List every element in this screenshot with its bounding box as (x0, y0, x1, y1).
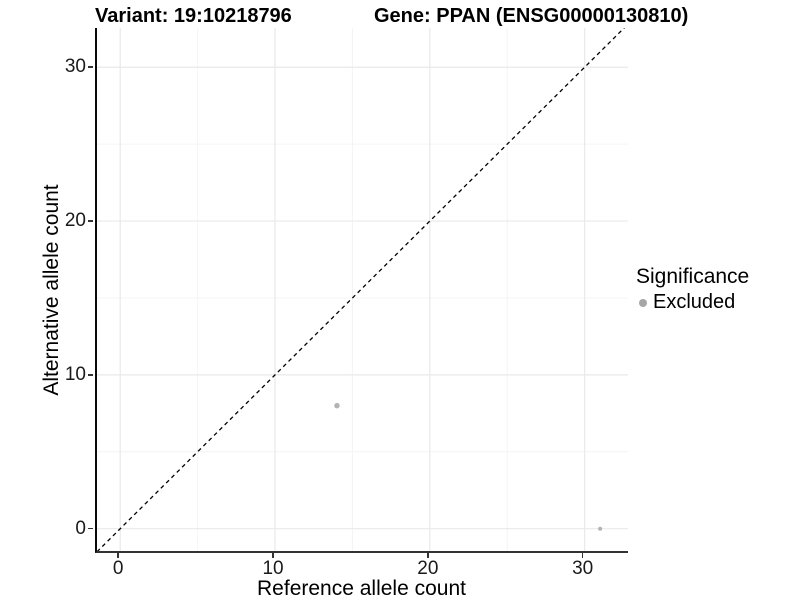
y-tick-label: 0 (75, 517, 86, 539)
data-point (334, 402, 340, 409)
x-tick-label: 0 (112, 558, 124, 579)
x-tick-mark (272, 553, 274, 558)
y-tick-mark (88, 66, 93, 68)
y-tick-label: 30 (64, 56, 86, 78)
x-axis-title: Reference allele count (257, 577, 466, 600)
legend: Significance Excluded (636, 265, 749, 314)
y-tick-mark (88, 220, 93, 222)
plot-title-variant: Variant: 19:10218796 (95, 5, 292, 27)
y-tick-mark (88, 374, 93, 376)
x-tick-label: 10 (262, 558, 284, 579)
y-tick-label: 10 (64, 363, 86, 385)
x-tick-label: 30 (572, 558, 594, 579)
y-tick-mark (88, 527, 93, 530)
plot-panel (95, 28, 628, 553)
x-tick-mark (117, 553, 119, 558)
x-tick-mark (427, 553, 429, 558)
legend-title: Significance (636, 265, 750, 288)
plot-canvas (97, 28, 628, 551)
legend-item-label: Excluded (653, 291, 736, 313)
y-tick-label: 20 (64, 210, 86, 232)
legend-item-excluded: Excluded (636, 291, 749, 314)
x-tick-label: 20 (417, 558, 439, 579)
plot-title-gene: Gene: PPAN (ENSG00000130810) (374, 5, 689, 27)
excluded-point-icon (639, 298, 647, 307)
identity-line (97, 28, 626, 551)
data-point (598, 526, 603, 531)
x-tick-mark (581, 553, 584, 558)
